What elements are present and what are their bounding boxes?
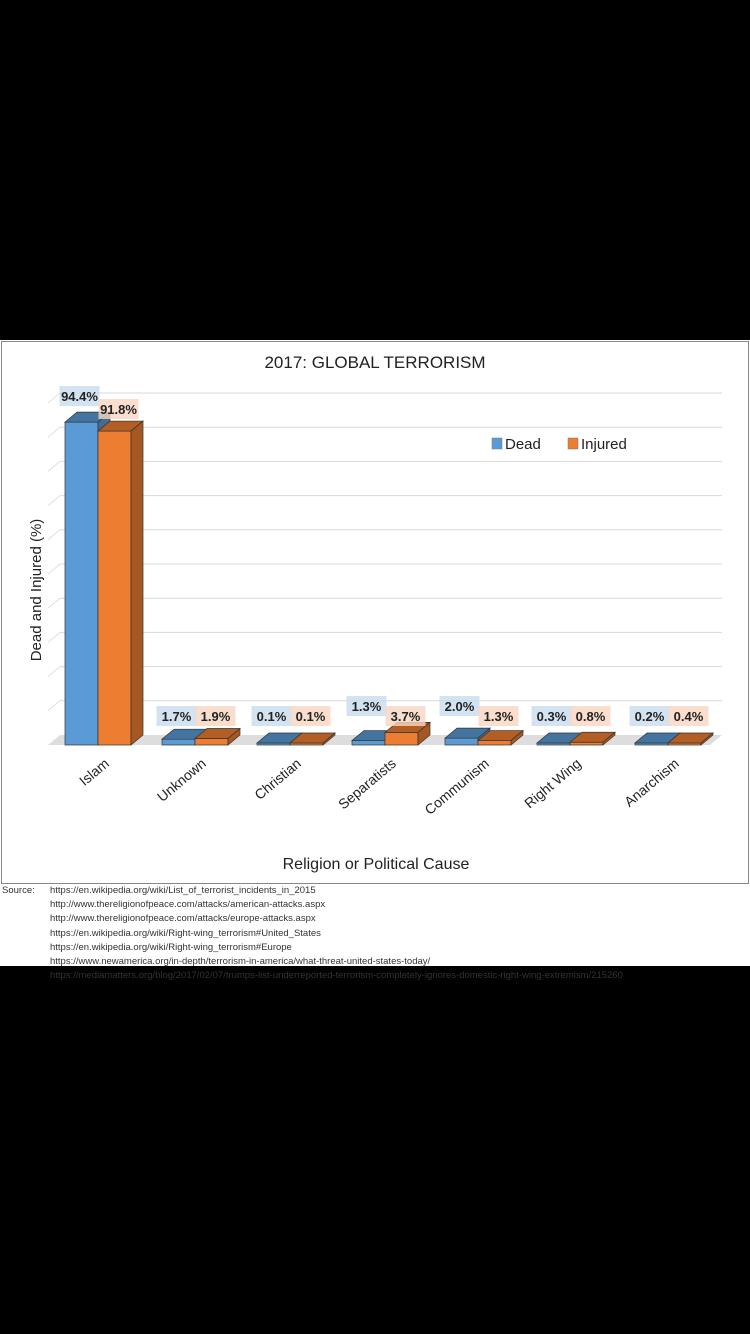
source-url[interactable]: https://mediamatters.org/blog/2017/02/07… (50, 970, 623, 982)
data-label-injured: 0.1% (296, 709, 326, 724)
bar-side-injured (322, 732, 336, 746)
y-axis-label: Dead and Injured (%) (28, 519, 45, 662)
bar-injured (477, 740, 512, 746)
bar-injured (569, 741, 604, 746)
x-tick-label: Communism (421, 755, 491, 818)
gridline-depth (47, 597, 61, 609)
bar-side-injured (700, 732, 714, 746)
data-label-bg-injured (668, 706, 709, 726)
x-tick-label: Right Wing (521, 755, 584, 811)
sources-label: Source: (2, 885, 35, 896)
x-tick-label: Islam (76, 755, 112, 789)
source-url[interactable]: https://www.newamerica.org/in-depth/terr… (50, 956, 431, 968)
legend-swatch-dead (491, 437, 503, 450)
x-tick-label: Unknown (154, 755, 209, 805)
source-url[interactable]: https://en.wikipedia.org/wiki/Right-wing… (50, 927, 321, 939)
source-url[interactable]: http://www.thereligionofpeace.com/attack… (50, 913, 316, 925)
bar-injured (97, 430, 132, 746)
data-label-bg-injured (570, 706, 611, 726)
bar-side-injured (227, 727, 241, 746)
data-label-bg-dead (439, 696, 480, 716)
bar-side-injured (510, 729, 524, 746)
bar-dead (444, 737, 479, 746)
gridline-depth (47, 495, 61, 506)
data-label-injured: 0.8% (576, 709, 606, 724)
x-tick-label: Separatists (335, 755, 399, 812)
data-label-dead: 0.1% (257, 709, 287, 724)
bar-injured (384, 731, 419, 746)
source-url[interactable]: http://www.thereligionofpeace.com/attack… (50, 899, 326, 911)
data-label-dead: 94.4% (61, 389, 98, 404)
data-label-dead: 1.7% (162, 709, 192, 724)
chart-frame (1, 341, 749, 884)
data-label-dead: 0.2% (635, 709, 665, 724)
bar-injured (194, 738, 229, 746)
bar-side-injured (130, 420, 144, 746)
chart-title: 2017: GLOBAL TERRORISM (264, 353, 485, 372)
data-label-bg-dead (531, 706, 572, 726)
data-label-injured: 91.8% (100, 402, 137, 417)
gridline-depth (47, 461, 61, 472)
legend-label-dead: Dead (505, 436, 541, 453)
data-label-bg-injured (98, 399, 139, 419)
legend-label-injured: Injured (581, 436, 627, 453)
data-label-bg-injured (195, 706, 236, 726)
gridline-depth (47, 666, 61, 677)
x-axis-label: Religion or Political Cause (283, 856, 470, 873)
data-label-dead: 1.3% (352, 699, 382, 714)
data-label-injured: 1.3% (484, 709, 514, 724)
data-label-injured: 3.7% (391, 709, 421, 724)
data-label-dead: 2.0% (445, 699, 475, 714)
gridline-depth (47, 563, 61, 575)
gridline-depth (47, 529, 61, 541)
data-label-injured: 0.4% (674, 709, 704, 724)
bar-side-injured (602, 731, 616, 746)
data-label-bg-dead (346, 696, 387, 716)
gridline-depth (47, 700, 61, 712)
chart-panel: 2017: GLOBAL TERRORISM Dead and Injured … (0, 340, 750, 981)
x-tick-label: Anarchism (621, 755, 682, 810)
x-tick-label: Christian (251, 755, 304, 803)
data-label-bg-injured (385, 706, 426, 726)
bar-side-injured (417, 721, 431, 746)
bar-dead (161, 738, 196, 746)
legend-swatch-injured (567, 437, 579, 450)
source-url[interactable]: https://en.wikipedia.org/wiki/List_of_te… (50, 885, 316, 896)
bar-dead (351, 740, 386, 746)
gridline-depth (47, 632, 61, 643)
data-label-bg-dead (629, 706, 670, 726)
data-label-bg-dead (251, 706, 292, 726)
data-label-injured: 1.9% (201, 709, 231, 724)
data-label-bg-dead (156, 706, 197, 726)
source-url[interactable]: https://en.wikipedia.org/wiki/Right-wing… (50, 941, 292, 953)
gridline-depth (47, 426, 61, 438)
gridline-depth (47, 392, 61, 404)
data-label-dead: 0.3% (537, 709, 567, 724)
bar-dead (64, 421, 99, 746)
data-label-bg-dead (59, 386, 100, 406)
data-label-bg-injured (478, 706, 519, 726)
bar-chart: 2017: GLOBAL TERRORISM Dead and Injured … (28, 353, 722, 873)
data-label-bg-injured (290, 706, 331, 726)
